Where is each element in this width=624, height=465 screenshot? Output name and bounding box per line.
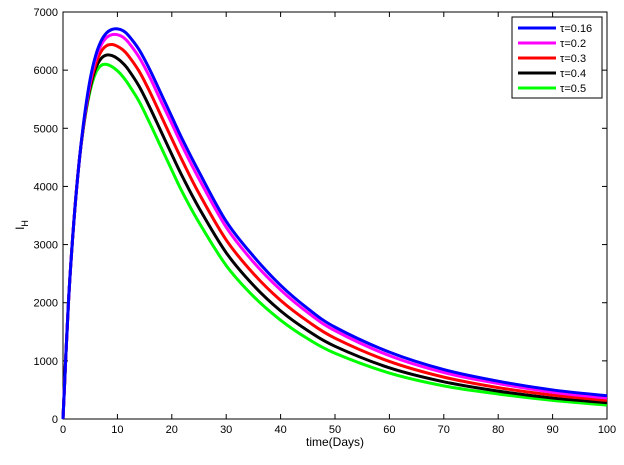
y-axis-label: IH — [13, 220, 30, 230]
x-tick-label: 30 — [220, 424, 232, 436]
y-axis: 0 1000 2000 3000 4000 5000 6000 7000 — [34, 7, 607, 426]
series-lines — [61, 27, 608, 420]
x-axis-label: time(Days) — [306, 435, 364, 449]
legend-entry-label: τ=0.16 — [560, 23, 592, 35]
x-tick-label: 40 — [274, 424, 286, 436]
legend-entry-label: τ=0.2 — [560, 38, 586, 50]
x-tick-label: 70 — [438, 424, 450, 436]
y-tick-label: 1000 — [34, 356, 58, 368]
y-tick-label: 6000 — [34, 65, 58, 77]
x-tick-label: 10 — [111, 424, 123, 436]
y-tick-label: 4000 — [34, 181, 58, 193]
legend-entry-label: τ=0.5 — [560, 83, 586, 95]
x-tick-label: 20 — [166, 424, 178, 436]
x-axis: 0 10 20 30 40 50 60 70 80 90 100 — [60, 12, 616, 436]
y-tick-label: 5000 — [34, 123, 58, 135]
y-tick-label: 0 — [52, 414, 58, 426]
y-tick-label: 2000 — [34, 298, 58, 310]
x-tick-label: 50 — [329, 424, 341, 436]
x-tick-label: 0 — [60, 424, 66, 436]
y-tick-label: 3000 — [34, 240, 58, 252]
y-tick-label: 7000 — [34, 7, 58, 19]
y-axis-label-main: I — [13, 227, 27, 230]
y-axis-label-subscript: H — [20, 220, 30, 227]
series-line — [61, 43, 608, 420]
legend-entry-label: τ=0.3 — [560, 53, 586, 65]
legend-entry-label: τ=0.4 — [560, 68, 586, 80]
series-line — [61, 62, 608, 420]
legend: τ=0.16 τ=0.2 τ=0.3 τ=0.4 τ=0.5 — [511, 16, 603, 99]
x-tick-label: 80 — [492, 424, 504, 436]
x-tick-label: 90 — [546, 424, 558, 436]
x-tick-label: 100 — [598, 424, 616, 436]
x-tick-label: 60 — [383, 424, 395, 436]
series-line — [61, 27, 608, 420]
